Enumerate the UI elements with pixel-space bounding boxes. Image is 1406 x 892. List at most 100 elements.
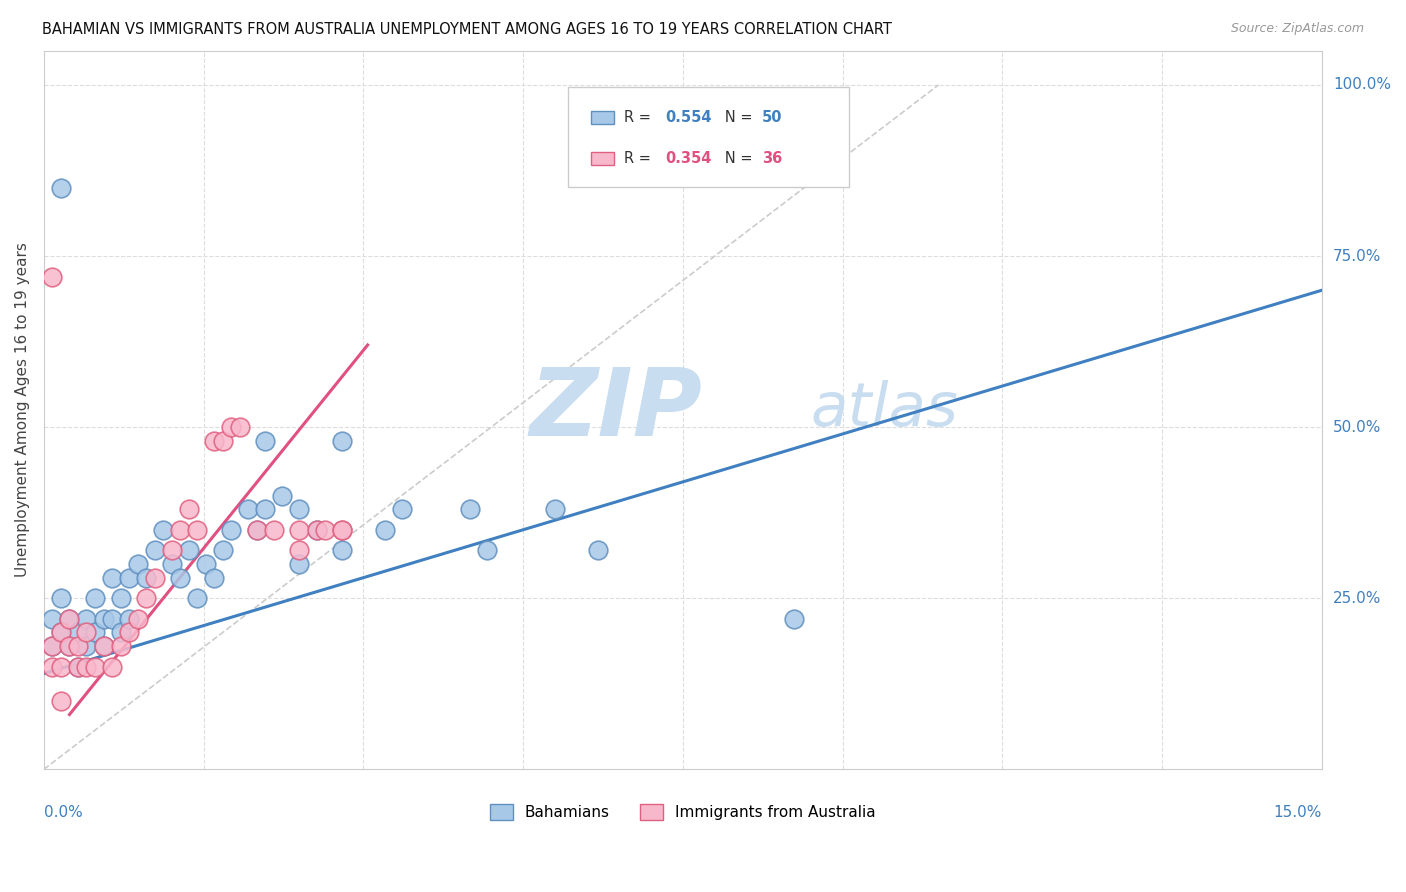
- Point: [41, 639, 63, 653]
- Point: [288, 523, 311, 537]
- Point: [305, 523, 328, 537]
- Point: [160, 543, 183, 558]
- Point: [41, 659, 63, 673]
- Point: [41, 612, 63, 626]
- Point: [475, 543, 498, 558]
- Point: [135, 591, 157, 606]
- Point: [118, 612, 141, 626]
- Point: [41, 269, 63, 284]
- Point: [186, 523, 208, 537]
- Point: [288, 502, 311, 516]
- Text: BAHAMIAN VS IMMIGRANTS FROM AUSTRALIA UNEMPLOYMENT AMONG AGES 16 TO 19 YEARS COR: BAHAMIAN VS IMMIGRANTS FROM AUSTRALIA UN…: [42, 22, 891, 37]
- Legend: Bahamians, Immigrants from Australia: Bahamians, Immigrants from Australia: [484, 798, 882, 826]
- Text: atlas: atlas: [811, 381, 959, 440]
- Point: [66, 639, 89, 653]
- Point: [118, 625, 141, 640]
- Point: [58, 639, 80, 653]
- Point: [391, 502, 413, 516]
- Point: [118, 571, 141, 585]
- Point: [246, 523, 269, 537]
- Point: [110, 591, 132, 606]
- Point: [143, 571, 166, 585]
- Point: [186, 591, 208, 606]
- Point: [305, 523, 328, 537]
- Point: [330, 523, 353, 537]
- Point: [782, 612, 804, 626]
- Point: [263, 523, 285, 537]
- Text: 36: 36: [762, 151, 782, 166]
- Point: [41, 639, 63, 653]
- Point: [76, 612, 98, 626]
- Point: [202, 434, 225, 448]
- Point: [169, 571, 191, 585]
- Point: [58, 639, 80, 653]
- Text: R =: R =: [624, 151, 655, 166]
- Point: [194, 557, 217, 571]
- Point: [76, 625, 98, 640]
- Point: [458, 502, 481, 516]
- Point: [84, 625, 107, 640]
- Text: 50: 50: [762, 111, 783, 126]
- Point: [177, 543, 200, 558]
- Point: [101, 659, 124, 673]
- Text: N =: N =: [711, 111, 756, 126]
- Point: [49, 659, 72, 673]
- Point: [143, 543, 166, 558]
- Point: [66, 659, 89, 673]
- Point: [330, 434, 353, 448]
- Point: [101, 612, 124, 626]
- FancyBboxPatch shape: [591, 112, 614, 124]
- Point: [374, 523, 396, 537]
- Point: [49, 625, 72, 640]
- Point: [211, 434, 233, 448]
- Point: [101, 571, 124, 585]
- Text: 50.0%: 50.0%: [1333, 419, 1381, 434]
- Point: [177, 502, 200, 516]
- Point: [160, 557, 183, 571]
- Text: 0.354: 0.354: [665, 151, 711, 166]
- Point: [288, 543, 311, 558]
- Text: Source: ZipAtlas.com: Source: ZipAtlas.com: [1230, 22, 1364, 36]
- Point: [254, 434, 277, 448]
- Y-axis label: Unemployment Among Ages 16 to 19 years: Unemployment Among Ages 16 to 19 years: [15, 243, 30, 577]
- Point: [221, 420, 243, 434]
- Point: [58, 612, 80, 626]
- Text: 15.0%: 15.0%: [1274, 805, 1322, 821]
- Point: [544, 502, 567, 516]
- Point: [76, 639, 98, 653]
- Point: [49, 180, 72, 194]
- Point: [93, 612, 115, 626]
- Point: [202, 571, 225, 585]
- Point: [84, 591, 107, 606]
- Point: [288, 557, 311, 571]
- Point: [152, 523, 174, 537]
- Point: [211, 543, 233, 558]
- Point: [127, 612, 149, 626]
- Text: R =: R =: [624, 111, 655, 126]
- Point: [246, 523, 269, 537]
- Point: [135, 571, 157, 585]
- Point: [66, 625, 89, 640]
- Point: [66, 659, 89, 673]
- Text: 100.0%: 100.0%: [1333, 78, 1391, 93]
- Point: [314, 523, 336, 537]
- Point: [238, 502, 260, 516]
- Point: [110, 639, 132, 653]
- Text: 0.0%: 0.0%: [44, 805, 83, 821]
- Text: N =: N =: [711, 151, 756, 166]
- Text: ZIP: ZIP: [530, 364, 703, 456]
- Point: [93, 639, 115, 653]
- Point: [49, 625, 72, 640]
- FancyBboxPatch shape: [568, 87, 849, 187]
- Point: [169, 523, 191, 537]
- Point: [330, 543, 353, 558]
- Point: [76, 659, 98, 673]
- Point: [254, 502, 277, 516]
- Text: 25.0%: 25.0%: [1333, 591, 1381, 606]
- Point: [586, 543, 609, 558]
- Point: [229, 420, 252, 434]
- Point: [110, 625, 132, 640]
- Point: [49, 591, 72, 606]
- Point: [49, 694, 72, 708]
- Point: [84, 659, 107, 673]
